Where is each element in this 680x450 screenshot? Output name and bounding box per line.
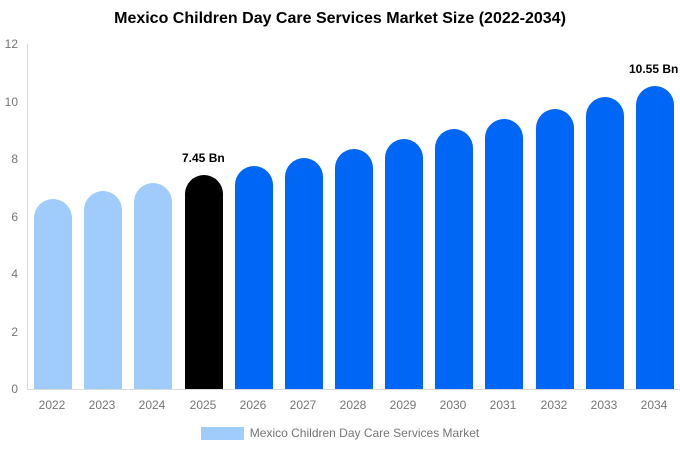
x-axis-label: 2022: [38, 398, 66, 412]
legend-label: Mexico Children Day Care Services Market: [249, 426, 480, 440]
legend-item[interactable]: Mexico Children Day Care Services Market: [200, 426, 480, 440]
bar-2023[interactable]: [84, 191, 122, 389]
x-axis-label: 2033: [590, 398, 618, 412]
x-axis-label: 2026: [239, 398, 267, 412]
bar-2034[interactable]: [636, 86, 674, 389]
chart-title: Mexico Children Day Care Services Market…: [114, 10, 566, 27]
y-axis-label: 6: [11, 209, 18, 224]
bar-2028[interactable]: [335, 149, 373, 389]
x-axis-label: 2030: [439, 398, 467, 412]
y-axis-label: 0: [11, 382, 18, 396]
bar-2029[interactable]: [385, 139, 423, 389]
legend-swatch-icon: [200, 426, 244, 440]
bar-2027[interactable]: [285, 158, 323, 389]
bar-2025[interactable]: [185, 175, 223, 389]
x-axis-label: 2025: [189, 398, 217, 412]
bar-2030[interactable]: [435, 129, 473, 389]
bar-2031[interactable]: [485, 119, 523, 389]
plot-area: 7.45 Bn 10.55 Bn: [27, 44, 680, 390]
y-axis-label: 12: [4, 37, 18, 51]
bar-value-label: 10.55 Bn: [629, 62, 679, 76]
bar-2022[interactable]: [34, 199, 72, 389]
legend: Mexico Children Day Care Services Market: [0, 426, 680, 440]
x-axis-label: 2023: [88, 398, 116, 412]
x-axis-label: 2024: [138, 398, 166, 412]
x-axis-label: 2027: [289, 398, 317, 412]
x-axis-label: 2034: [640, 398, 668, 412]
x-axis-label: 2031: [489, 398, 517, 412]
bar-2032[interactable]: [536, 109, 574, 389]
y-axis-label: 8: [11, 152, 18, 166]
x-axis-label: 2029: [389, 398, 417, 412]
y-axis-label: 10: [4, 94, 18, 109]
x-axis-label: 2028: [339, 398, 367, 412]
bar-2024[interactable]: [134, 183, 172, 389]
y-axis-label: 2: [11, 324, 18, 339]
bar-2033[interactable]: [586, 97, 624, 389]
bar-2026[interactable]: [235, 166, 273, 389]
y-axis-label: 4: [11, 267, 18, 281]
bar-value-label: 7.45 Bn: [182, 151, 225, 165]
x-axis-label: 2032: [540, 398, 568, 412]
